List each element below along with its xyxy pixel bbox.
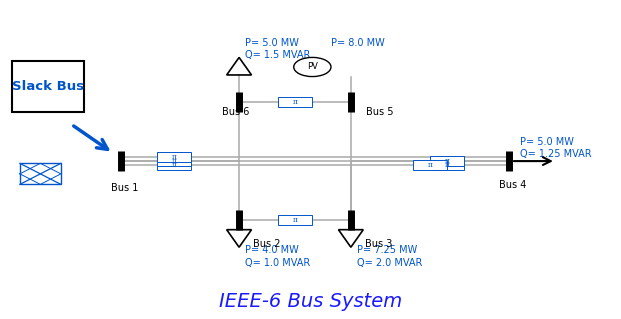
FancyBboxPatch shape (12, 61, 84, 112)
FancyBboxPatch shape (156, 152, 191, 162)
Text: IEEE-6 Bus System: IEEE-6 Bus System (219, 292, 402, 311)
Text: Bus 5: Bus 5 (366, 107, 394, 117)
Text: P= 7.25 MW: P= 7.25 MW (357, 245, 417, 256)
Text: P= 5.0 MW: P= 5.0 MW (245, 38, 299, 48)
Text: π: π (171, 157, 176, 165)
Text: π: π (445, 157, 450, 165)
FancyBboxPatch shape (156, 160, 191, 170)
Text: P= 4.0 MW: P= 4.0 MW (245, 245, 299, 256)
Text: PV: PV (307, 63, 318, 71)
Text: P= 8.0 MW: P= 8.0 MW (331, 38, 385, 48)
Text: Bus 6: Bus 6 (222, 107, 250, 117)
FancyBboxPatch shape (430, 160, 465, 170)
Text: π: π (445, 161, 450, 169)
Text: Q= 1.25 MVAR: Q= 1.25 MVAR (520, 149, 592, 159)
FancyBboxPatch shape (413, 160, 447, 170)
Text: Slack Bus: Slack Bus (12, 80, 84, 93)
Text: π: π (171, 161, 176, 169)
Text: Q= 1.0 MVAR: Q= 1.0 MVAR (245, 257, 310, 268)
Text: π: π (171, 153, 176, 161)
Text: Q= 1.5 MVAR: Q= 1.5 MVAR (245, 50, 310, 60)
FancyBboxPatch shape (156, 156, 191, 166)
Text: Bus 1: Bus 1 (111, 183, 138, 193)
Text: Bus 2: Bus 2 (253, 239, 280, 249)
FancyBboxPatch shape (430, 156, 465, 166)
Text: Bus 3: Bus 3 (365, 239, 392, 249)
Text: π: π (292, 216, 297, 224)
Text: Q= 2.0 MVAR: Q= 2.0 MVAR (357, 257, 422, 268)
Text: π: π (428, 161, 432, 169)
FancyBboxPatch shape (20, 163, 61, 184)
FancyBboxPatch shape (278, 97, 312, 107)
Text: Bus 4: Bus 4 (499, 180, 526, 190)
Text: P= 5.0 MW: P= 5.0 MW (520, 137, 574, 147)
FancyBboxPatch shape (278, 215, 312, 225)
Text: π: π (292, 98, 297, 106)
